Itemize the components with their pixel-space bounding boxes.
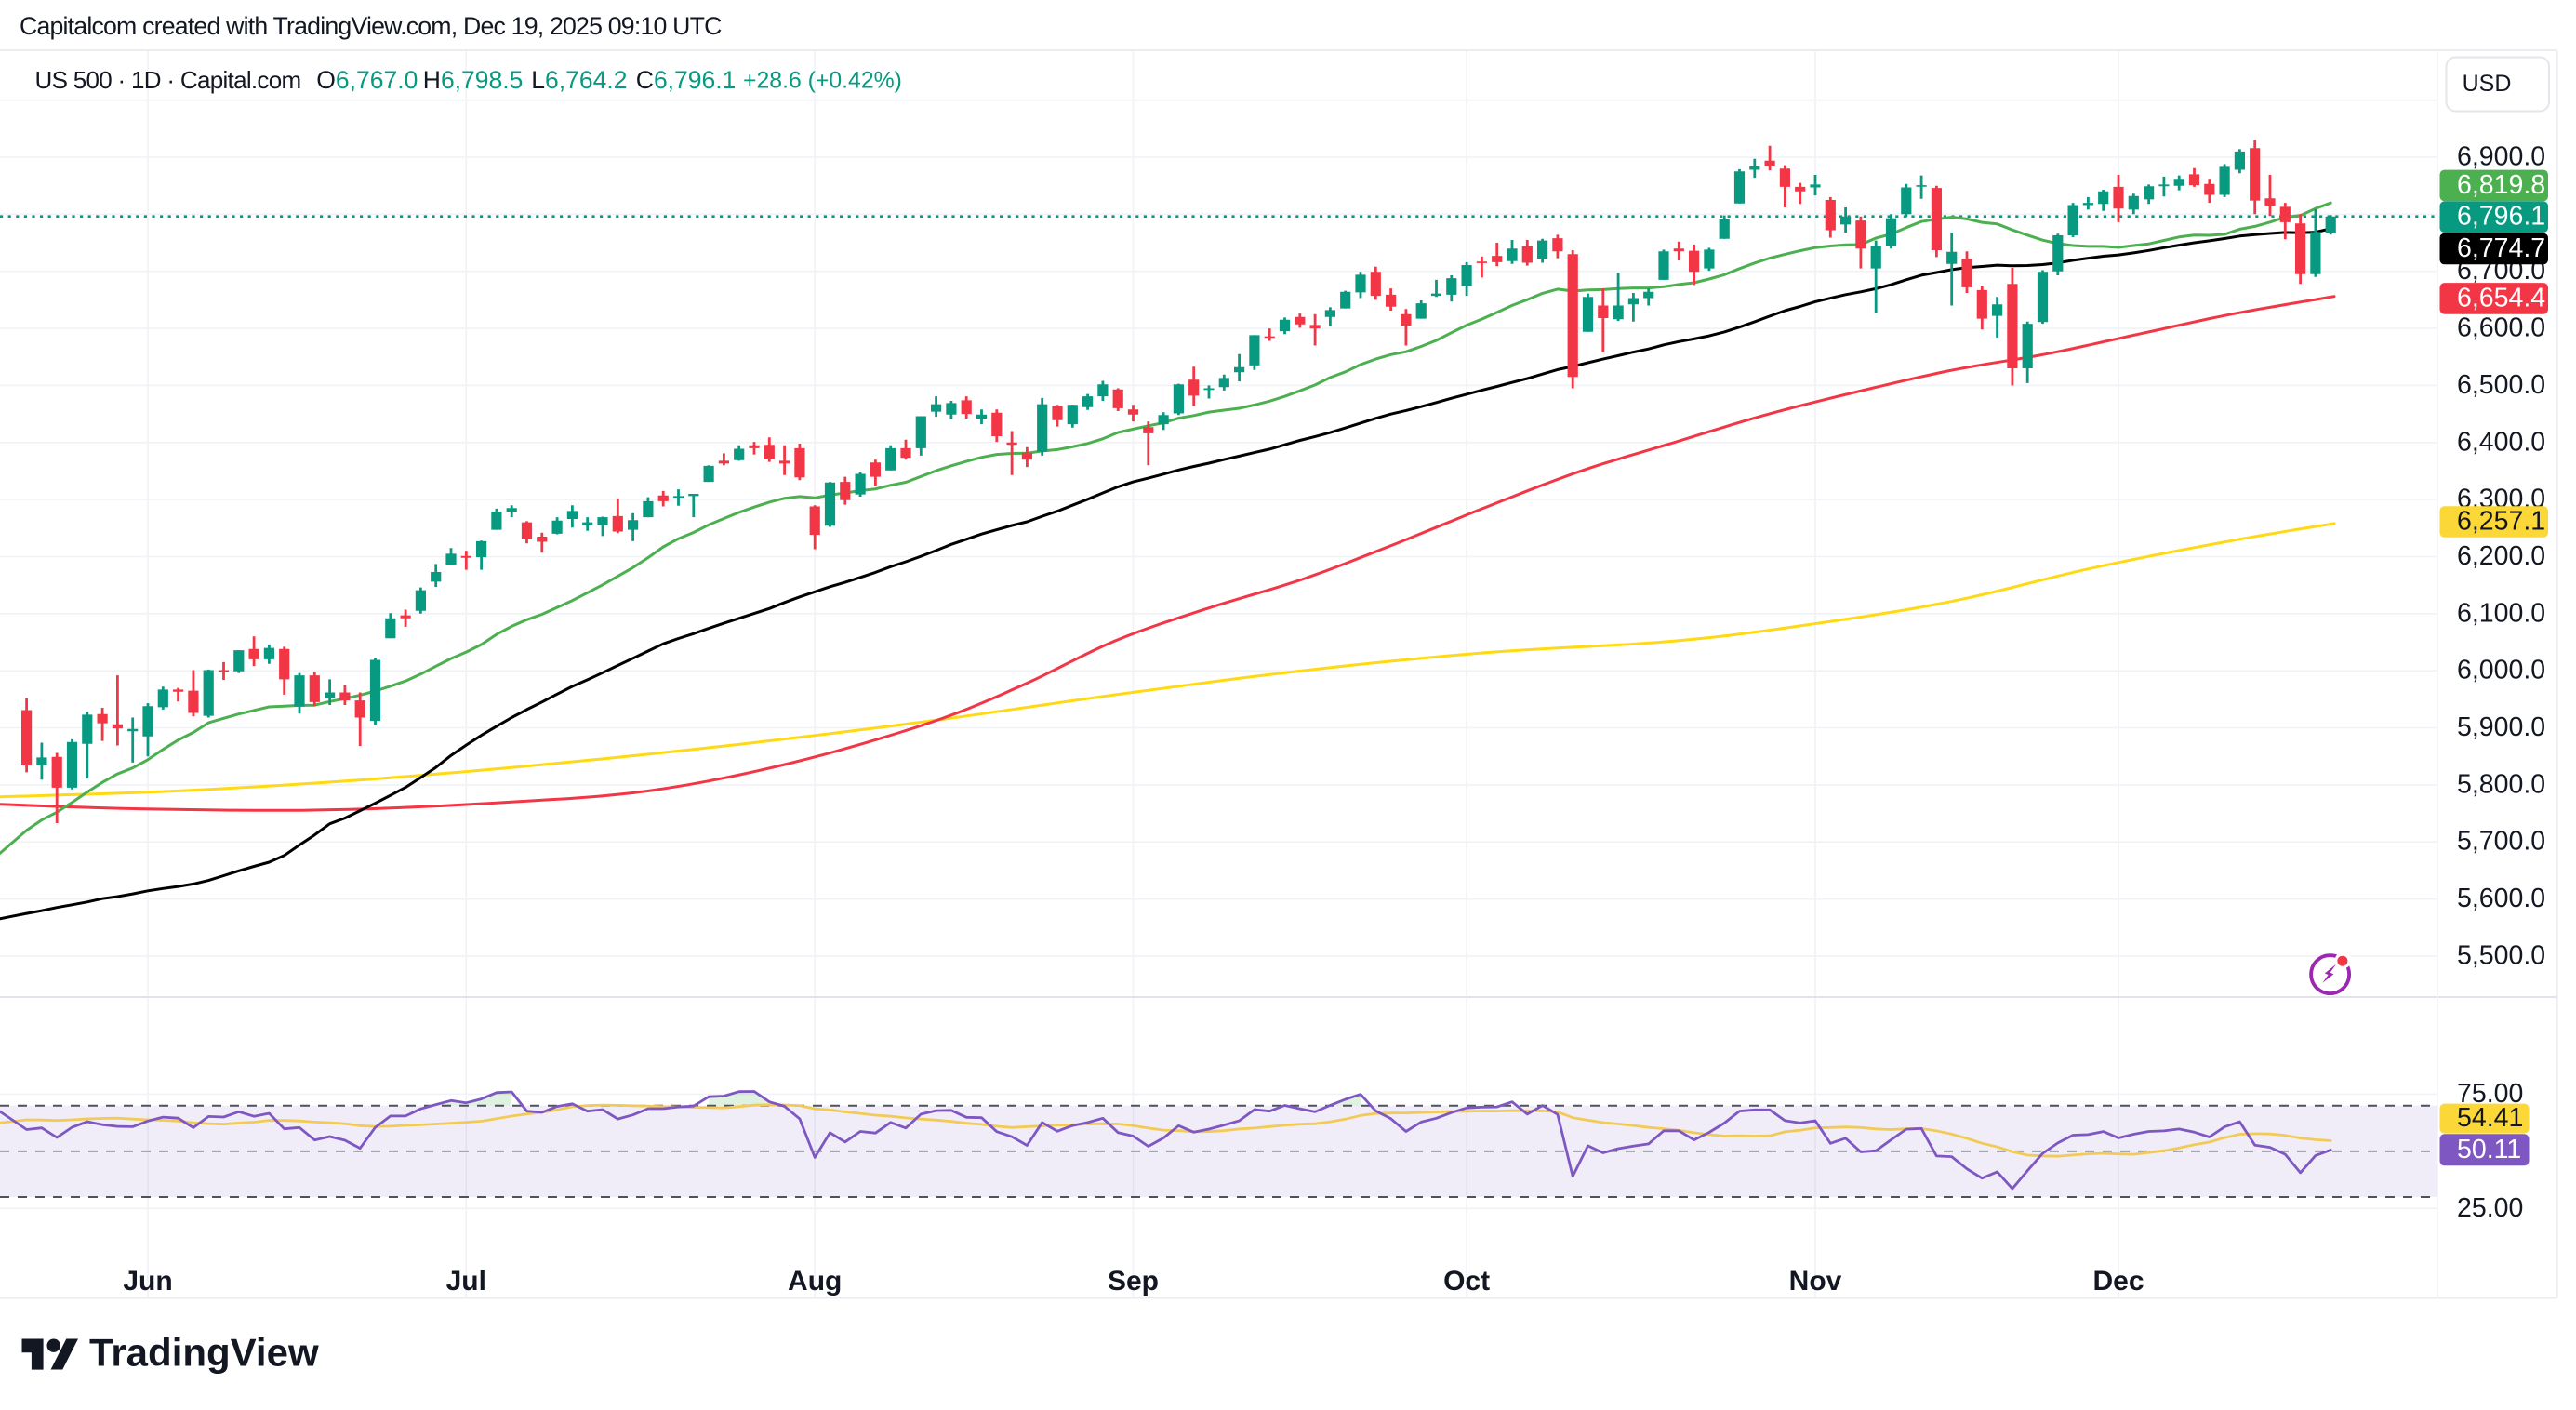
svg-text:6,000.0: 6,000.0 <box>2457 656 2545 685</box>
svg-text:5,700.0: 5,700.0 <box>2457 827 2545 857</box>
svg-text:Nov: Nov <box>1789 1266 1842 1297</box>
svg-text:5,500.0: 5,500.0 <box>2457 940 2545 970</box>
svg-text:5,600.0: 5,600.0 <box>2457 884 2545 913</box>
svg-text:54.41: 54.41 <box>2457 1103 2523 1133</box>
svg-text:Oct: Oct <box>1443 1266 1490 1297</box>
svg-text:O6,767.0: O6,767.0 <box>316 66 418 94</box>
svg-text:USD: USD <box>2463 71 2512 97</box>
svg-text:US 500 · 1D · Capital.com: US 500 · 1D · Capital.com <box>35 66 301 94</box>
svg-text:+28.6 (+0.42%): +28.6 (+0.42%) <box>743 69 902 94</box>
svg-text:6,796.1: 6,796.1 <box>2457 202 2545 232</box>
svg-text:6,100.0: 6,100.0 <box>2457 598 2545 628</box>
svg-text:5,800.0: 5,800.0 <box>2457 769 2545 799</box>
svg-text:6,500.0: 6,500.0 <box>2457 370 2545 400</box>
svg-text:75.00: 75.00 <box>2457 1079 2523 1109</box>
svg-text:6,900.0: 6,900.0 <box>2457 142 2545 172</box>
svg-text:25.00: 25.00 <box>2457 1193 2523 1223</box>
svg-text:TradingView: TradingView <box>89 1331 319 1375</box>
svg-text:50.11: 50.11 <box>2457 1135 2521 1164</box>
svg-text:6,654.4: 6,654.4 <box>2457 283 2545 313</box>
svg-text:6,200.0: 6,200.0 <box>2457 541 2545 571</box>
svg-text:H6,798.5: H6,798.5 <box>423 66 524 94</box>
svg-text:Dec: Dec <box>2092 1266 2144 1297</box>
svg-text:6,819.8: 6,819.8 <box>2457 170 2545 200</box>
svg-text:Jun: Jun <box>123 1266 172 1297</box>
svg-text:Jul: Jul <box>446 1266 486 1297</box>
svg-text:C6,796.1: C6,796.1 <box>636 66 737 94</box>
svg-text:Sep: Sep <box>1108 1266 1159 1297</box>
svg-text:Aug: Aug <box>788 1266 842 1297</box>
svg-text:6,400.0: 6,400.0 <box>2457 427 2545 457</box>
svg-text:5,900.0: 5,900.0 <box>2457 712 2545 742</box>
svg-text:6,257.1: 6,257.1 <box>2457 507 2545 537</box>
svg-text:6,774.7: 6,774.7 <box>2457 233 2545 263</box>
svg-text:6,600.0: 6,600.0 <box>2457 313 2545 343</box>
svg-text:Capitalcom created with Tradin: Capitalcom created with TradingView.com,… <box>20 12 722 40</box>
svg-text:L6,764.2: L6,764.2 <box>531 66 627 94</box>
